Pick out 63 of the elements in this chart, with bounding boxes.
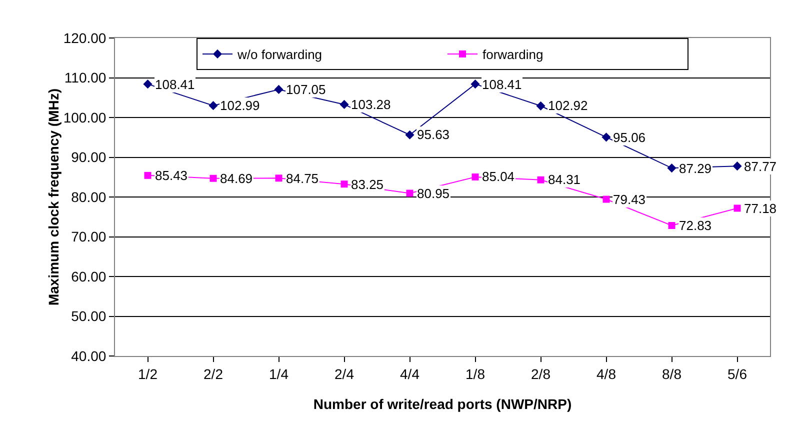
point bbox=[340, 100, 349, 110]
data-label: 107.05 bbox=[286, 82, 326, 97]
legend-label: forwarding bbox=[482, 47, 544, 62]
x-tick-label: 2/8 bbox=[531, 366, 551, 382]
y-tick-label: 90.00 bbox=[71, 149, 106, 166]
point bbox=[143, 80, 152, 89]
x-tick-label: 1/4 bbox=[269, 366, 289, 382]
y-axis-title: Maximum clock frequency (MHz) bbox=[45, 88, 62, 306]
point bbox=[536, 101, 546, 110]
point bbox=[405, 130, 414, 140]
data-label: 87.77 bbox=[744, 159, 777, 174]
data-label: 102.99 bbox=[220, 98, 260, 113]
y-tick-label: 100.00 bbox=[63, 109, 106, 126]
point bbox=[602, 132, 611, 142]
data-label: 95.06 bbox=[613, 130, 646, 145]
data-label: 79.43 bbox=[613, 192, 646, 207]
y-tick-label: 110.00 bbox=[64, 70, 106, 86]
point bbox=[472, 173, 479, 180]
y-tick-label: 40.00 bbox=[71, 348, 106, 364]
data-label: 84.69 bbox=[220, 171, 253, 186]
point bbox=[340, 180, 348, 188]
y-tick-label: 120.00 bbox=[63, 30, 106, 46]
x-tick-label: 2/4 bbox=[334, 366, 354, 382]
data-label: 108.41 bbox=[482, 77, 522, 92]
point bbox=[667, 163, 676, 173]
data-label: 87.29 bbox=[679, 161, 712, 176]
point bbox=[144, 172, 152, 179]
data-label: 72.83 bbox=[679, 218, 712, 233]
point bbox=[602, 196, 610, 203]
data-label: 103.28 bbox=[351, 97, 391, 112]
y-tick-label: 80.00 bbox=[71, 188, 106, 205]
x-tick-label: 8/8 bbox=[662, 366, 682, 382]
point bbox=[274, 84, 284, 94]
point bbox=[668, 222, 676, 229]
x-tick-label: 4/8 bbox=[596, 366, 616, 382]
x-tick-label: 1/2 bbox=[138, 366, 158, 382]
point bbox=[470, 80, 480, 89]
data-label: 95.63 bbox=[417, 127, 450, 142]
data-label: 84.75 bbox=[286, 171, 319, 186]
data-label: 84.31 bbox=[548, 172, 581, 187]
legend-label: w/o forwarding bbox=[236, 47, 322, 62]
x-tick-label: 1/8 bbox=[466, 366, 486, 382]
x-tick-label: 5/6 bbox=[728, 366, 748, 382]
data-label: 85.43 bbox=[155, 168, 188, 183]
point bbox=[275, 174, 282, 182]
point bbox=[210, 174, 217, 182]
x-axis-title: Number of write/read ports (NWP/NRP) bbox=[313, 396, 572, 412]
point bbox=[732, 162, 742, 171]
data-label: 80.95 bbox=[417, 186, 450, 201]
point bbox=[406, 190, 414, 197]
data-label: 85.04 bbox=[482, 169, 515, 184]
x-tick-label: 4/4 bbox=[400, 366, 420, 382]
point bbox=[208, 101, 218, 110]
y-tick-label: 70.00 bbox=[71, 228, 106, 245]
data-label: 108.41 bbox=[155, 77, 195, 92]
point bbox=[537, 176, 544, 184]
data-label: 83.25 bbox=[351, 177, 384, 192]
point bbox=[734, 204, 741, 212]
data-label: 102.92 bbox=[548, 98, 588, 113]
data-label: 77.18 bbox=[744, 201, 777, 216]
y-tick-label: 50.00 bbox=[71, 308, 106, 324]
y-tick-label: 60.00 bbox=[71, 268, 106, 284]
x-tick-label: 2/2 bbox=[204, 366, 224, 382]
